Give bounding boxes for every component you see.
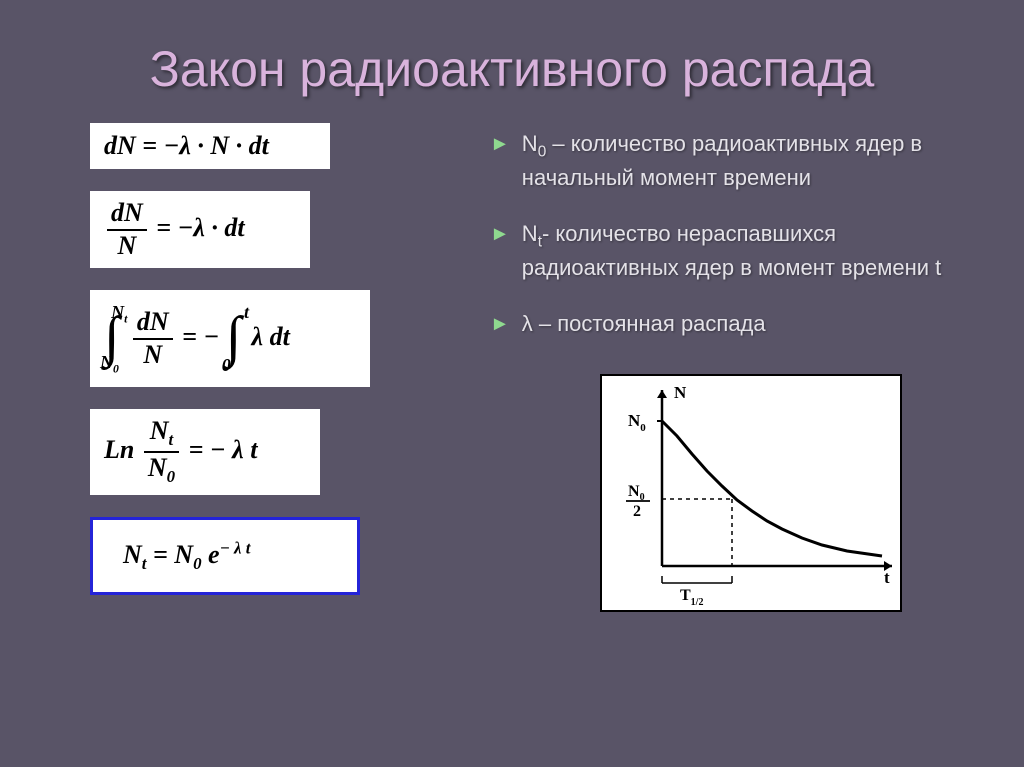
formula-4-text: Ln Nt N0 = − λ t [104, 435, 257, 464]
content-area: dN = −λ · N · dt dN N = −λ · dt Nt ∫ N0 … [0, 123, 1024, 612]
bullet-2-text: Nt- количество нераспавшихся радиоактивн… [522, 219, 969, 283]
decay-graph: N t N0 N0 2 T1/2 [600, 374, 969, 612]
bullet-1-text: N0 – количество радиоактивных ядер в нач… [522, 129, 969, 193]
formula-2-text: dN N = −λ · dt [104, 213, 245, 242]
formula-1-text: dN = −λ · N · dt [104, 131, 269, 160]
y-axis-label: N [674, 383, 687, 402]
bullet-marker-icon: ► [490, 311, 510, 337]
t-half-label: T1/2 [680, 587, 703, 608]
n0-half-num: N0 [628, 483, 645, 503]
formula-final-text: Nt = N0 e− λ t [123, 540, 250, 569]
definitions-column: ► N0 – количество радиоактивных ядер в н… [490, 123, 969, 612]
bullet-marker-icon: ► [490, 221, 510, 247]
bullet-3-text: λ – постоянная распада [522, 309, 766, 339]
x-axis-label: t [884, 568, 890, 587]
decay-curve-svg: N t N0 N0 2 T1/2 [602, 376, 902, 612]
decay-curve [662, 421, 882, 556]
formula-1: dN = −λ · N · dt [90, 123, 330, 169]
n0-label: N0 [628, 411, 646, 434]
bullet-1: ► N0 – количество радиоактивных ядер в н… [490, 129, 969, 193]
formula-3: Nt ∫ N0 dN N = − t ∫ 0 λ dt [90, 290, 370, 387]
bullet-3: ► λ – постоянная распада [490, 309, 969, 339]
formula-final: Nt = N0 e− λ t [90, 517, 360, 595]
formula-3-text: Nt ∫ N0 dN N = − t ∫ 0 λ dt [104, 322, 290, 351]
bullet-marker-icon: ► [490, 131, 510, 157]
formula-4: Ln Nt N0 = − λ t [90, 409, 320, 495]
slide-title: Закон радиоактивного распада [0, 0, 1024, 123]
n0-half-den: 2 [633, 503, 641, 520]
y-axis-arrow [657, 390, 667, 398]
bullet-2: ► Nt- количество нераспавшихся радиоакти… [490, 219, 969, 283]
formulas-column: dN = −λ · N · dt dN N = −λ · dt Nt ∫ N0 … [90, 123, 450, 612]
formula-2: dN N = −λ · dt [90, 191, 310, 268]
